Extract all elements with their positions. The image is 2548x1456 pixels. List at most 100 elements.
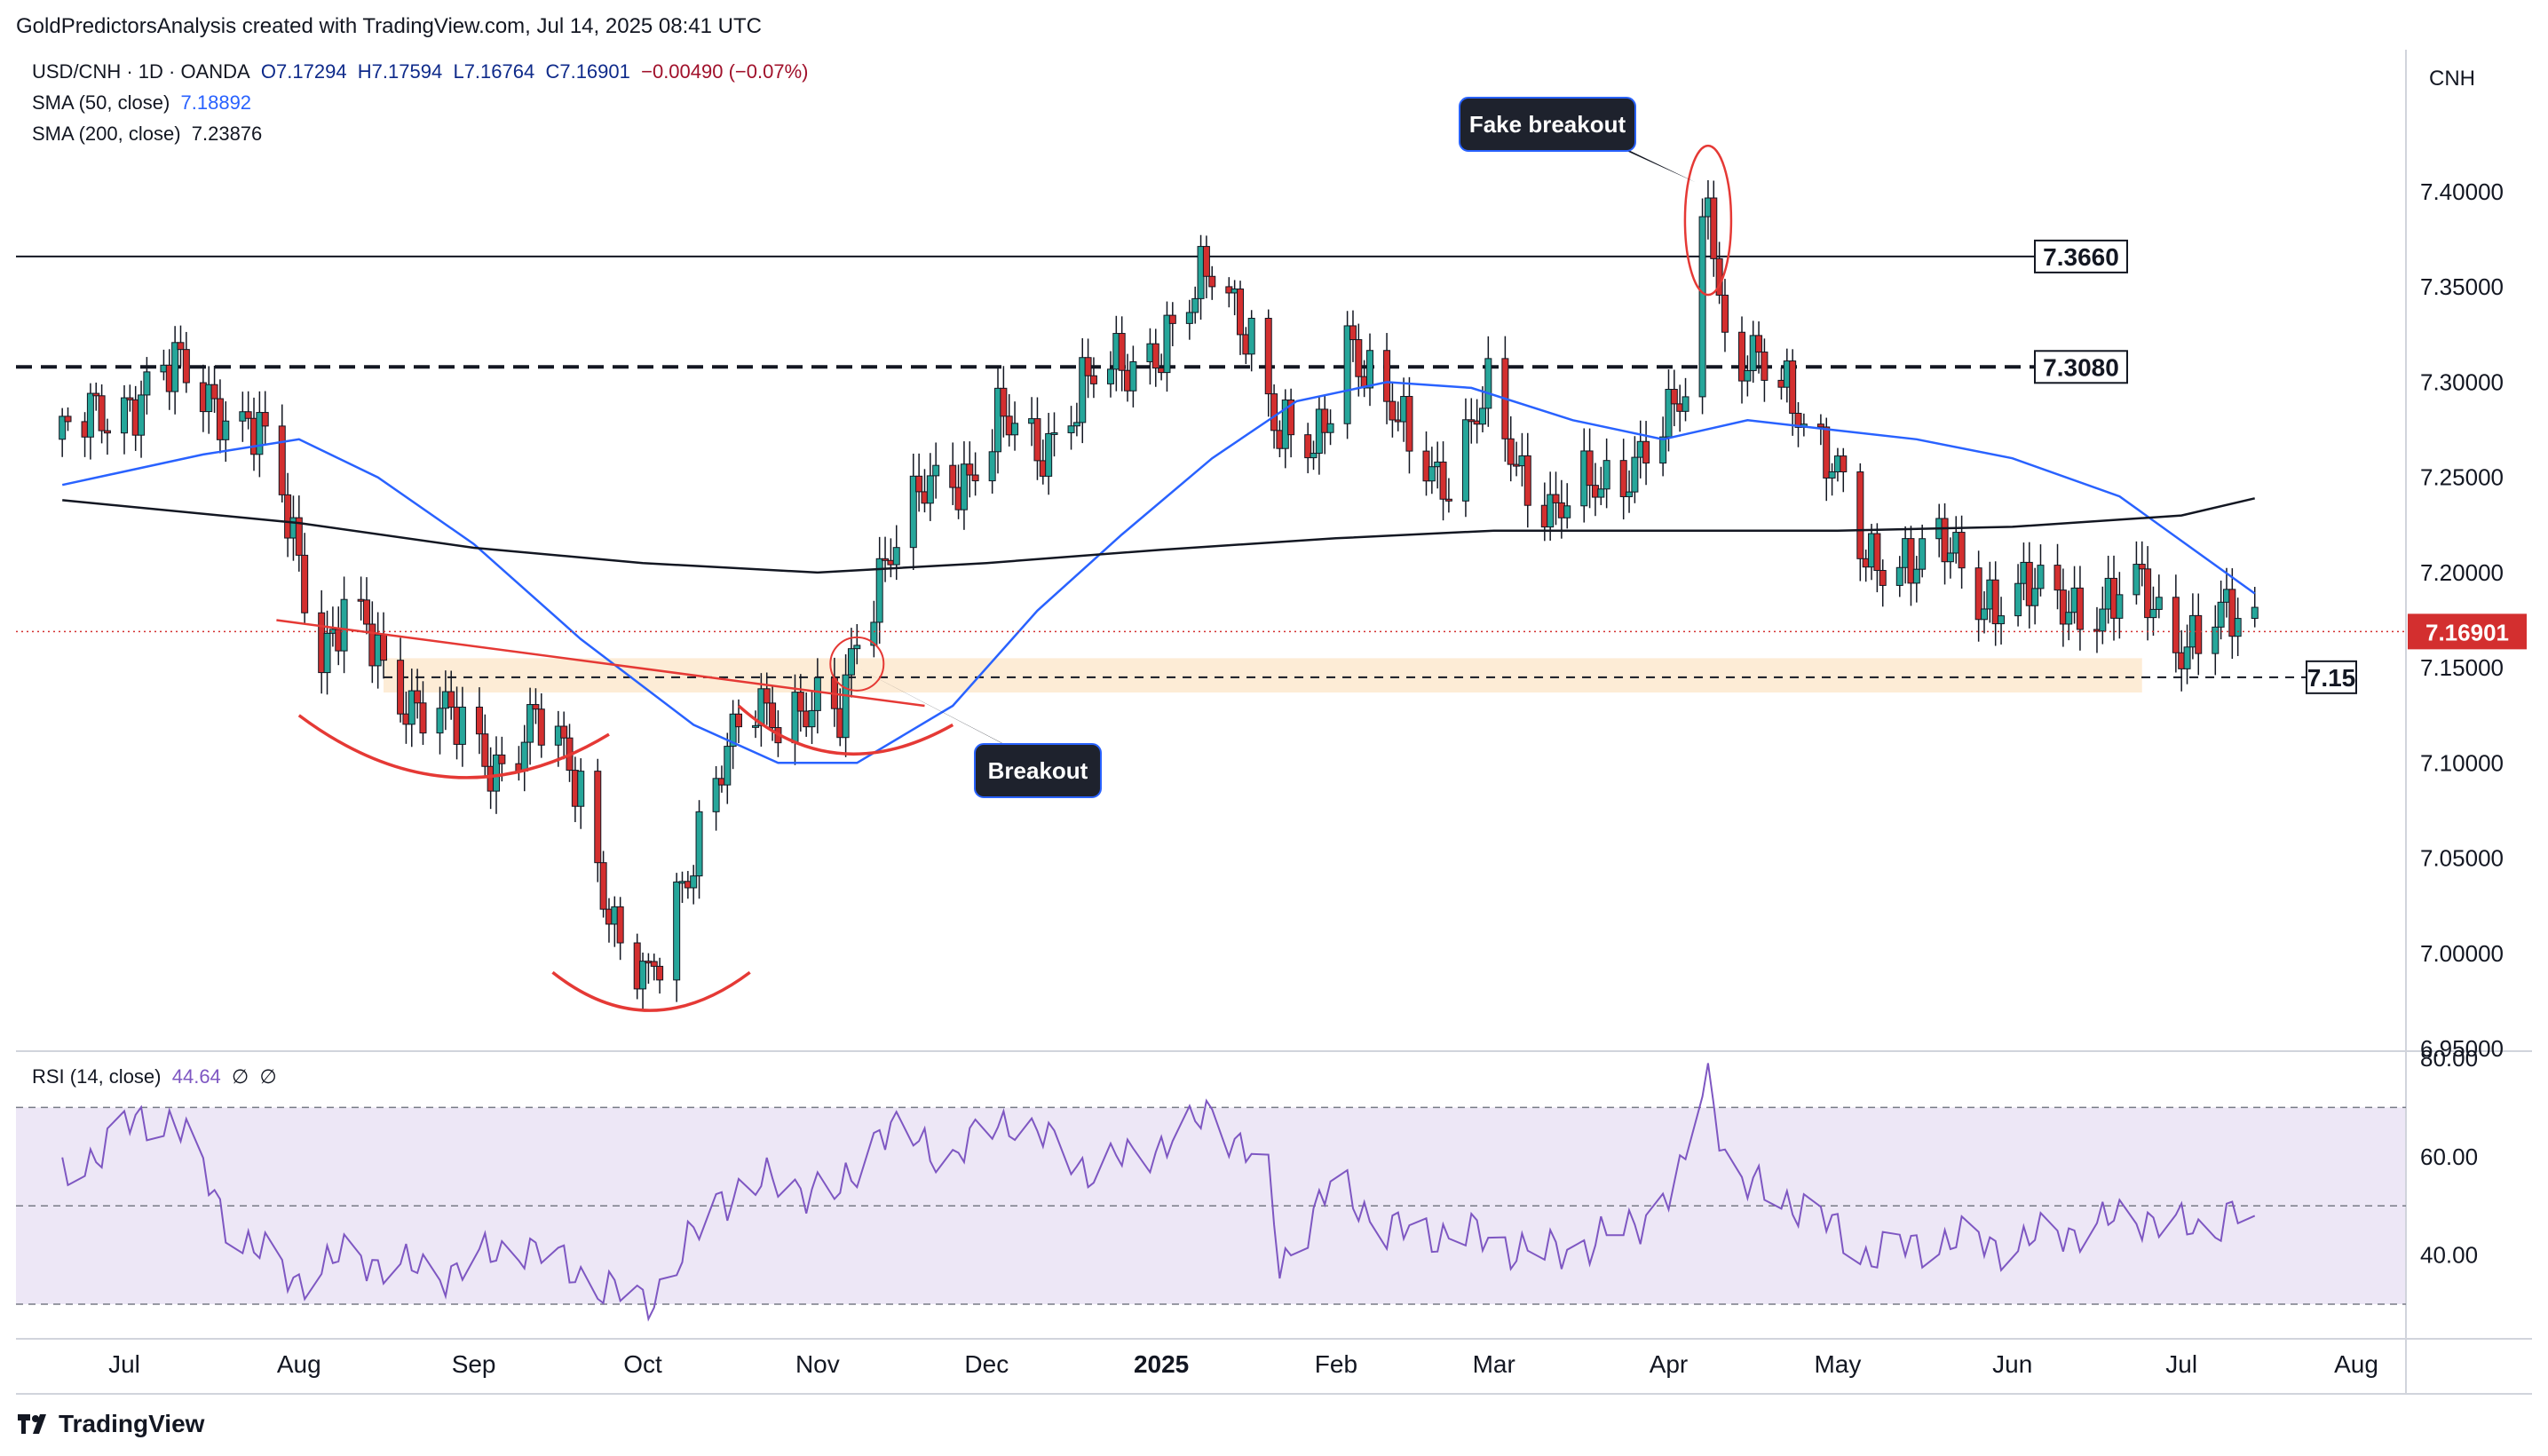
candle <box>1185 299 1193 340</box>
candle <box>1400 377 1408 442</box>
candle <box>487 747 495 810</box>
candle <box>1163 301 1171 392</box>
candle <box>1665 369 1673 452</box>
candle <box>830 657 838 727</box>
candle <box>1202 235 1210 298</box>
candle <box>1941 502 1949 585</box>
tradingview-logo[interactable]: TradingView <box>16 1410 204 1438</box>
breakout-callout: Breakout <box>857 668 1102 798</box>
candle <box>921 469 929 513</box>
candle <box>244 391 252 430</box>
sma200-legend[interactable]: SMA (200, close) 7.23876 <box>32 123 262 146</box>
candle <box>1270 384 1278 449</box>
candle <box>177 325 185 367</box>
candle <box>121 384 128 455</box>
candle <box>2025 542 2033 629</box>
candle <box>853 623 861 665</box>
candle <box>171 326 179 415</box>
candle <box>1862 550 1870 582</box>
candle <box>1715 241 1723 305</box>
candle <box>1946 537 1954 579</box>
candle <box>537 692 545 758</box>
candle <box>1749 320 1757 384</box>
candle <box>1389 383 1397 438</box>
candle <box>1794 401 1802 447</box>
candle <box>1208 265 1216 300</box>
left-shoulder-arc <box>297 714 610 779</box>
candle <box>1315 396 1323 475</box>
time-tick-label: Oct <box>623 1350 662 1378</box>
candle <box>836 688 844 747</box>
candle <box>1755 320 1763 374</box>
candle <box>1191 286 1199 324</box>
price-tick-label: 7.15000 <box>2420 654 2504 681</box>
candle <box>1636 420 1644 479</box>
candle <box>1089 357 1097 399</box>
candle <box>650 954 658 981</box>
candle <box>340 576 348 674</box>
candle <box>577 758 585 829</box>
candle <box>1586 428 1594 509</box>
candle <box>436 686 444 755</box>
candle <box>645 953 653 985</box>
sma50-legend[interactable]: SMA (50, close) 7.18892 <box>32 91 251 115</box>
rsi-band-background <box>16 1107 2406 1304</box>
candle <box>520 724 528 792</box>
symbol-name: USD/CNH · 1D · OANDA <box>32 60 250 83</box>
candle <box>1005 393 1013 447</box>
candle <box>1106 351 1114 398</box>
candle <box>2031 567 2039 625</box>
candle <box>126 384 134 412</box>
candle <box>2228 568 2236 660</box>
candle <box>813 658 821 734</box>
candle <box>2172 574 2180 673</box>
sma50-value: 7.18892 <box>180 91 252 114</box>
candle <box>453 686 461 760</box>
candle <box>1738 316 1746 404</box>
candle <box>1698 198 1706 415</box>
level-label-box-0 <box>2034 239 2128 273</box>
rsi-label: RSI (14, close) <box>32 1065 162 1088</box>
rsi-legend[interactable]: RSI (14, close) 44.64 ∅ ∅ <box>32 1065 277 1088</box>
candle <box>402 692 410 744</box>
candle <box>2014 564 2022 627</box>
candle <box>2155 574 2163 619</box>
candle <box>481 714 489 776</box>
candle <box>210 365 218 414</box>
candle <box>2178 629 2186 692</box>
price-tick-label: 7.00000 <box>2420 940 2504 967</box>
candle <box>1151 328 1159 387</box>
candle <box>757 673 765 748</box>
time-tick-label: Nov <box>795 1350 840 1378</box>
ohlc-close: C7.16901 <box>545 60 630 83</box>
candle <box>1518 432 1526 487</box>
fake-breakout-callout-text: Fake breakout <box>1469 111 1626 138</box>
candle <box>1112 315 1120 392</box>
candle <box>408 669 415 748</box>
candle <box>752 710 760 739</box>
candle <box>250 397 258 471</box>
candle <box>1523 432 1531 528</box>
symbol-legend: USD/CNH · 1D · OANDA O7.17294 H7.17594 L… <box>32 60 808 83</box>
candle <box>301 533 309 624</box>
ohlc-open: O7.17294 <box>260 60 347 83</box>
candle <box>796 674 804 732</box>
candle <box>1670 369 1678 427</box>
sma200-line <box>62 497 2255 574</box>
candle <box>1394 401 1402 431</box>
candle <box>1513 441 1521 477</box>
candle <box>712 766 720 831</box>
level-label-box-1 <box>2034 350 2128 384</box>
candle <box>1304 423 1312 474</box>
candle <box>1580 428 1588 523</box>
candle <box>1084 338 1092 399</box>
candle <box>1310 440 1318 471</box>
candle <box>1000 366 1008 438</box>
candle <box>1557 479 1565 539</box>
candle <box>1619 439 1627 520</box>
candle <box>2251 587 2259 628</box>
candle <box>960 441 968 530</box>
candle <box>915 453 923 512</box>
rsi-tick-label: 60.00 <box>2420 1143 2478 1170</box>
